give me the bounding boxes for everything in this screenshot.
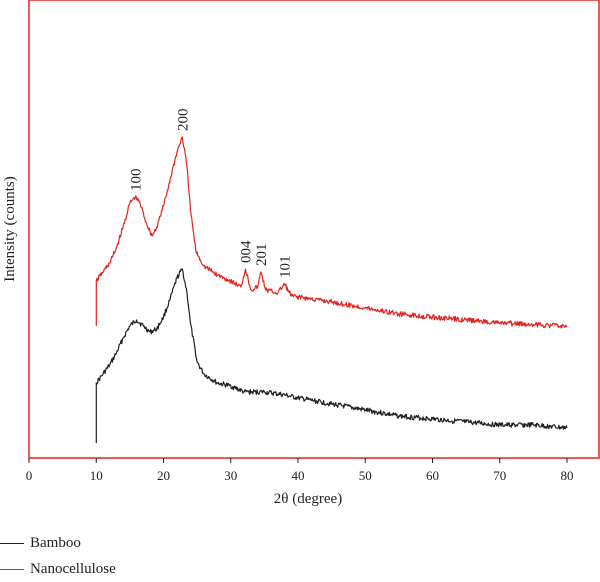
x-axis-label: 2θ (degree): [274, 491, 342, 507]
y-axis-label: Intensity (counts): [2, 176, 18, 281]
x-tick-label: 20: [157, 468, 170, 483]
series-line-nanocellulose: [95, 136, 568, 329]
x-axis: 0 10 20 30 40 50 60 70 80: [26, 458, 574, 483]
peak-label: 100: [128, 169, 144, 192]
legend-item: Nanocellulose: [0, 556, 116, 582]
x-tick-label: 40: [292, 468, 305, 483]
legend-item: Bamboo: [0, 530, 116, 556]
peak-label: 201: [254, 244, 270, 267]
x-tick-label: 70: [493, 468, 506, 483]
x-tick-label: 80: [561, 468, 574, 483]
peak-label: 200: [175, 109, 191, 132]
x-tick-label: 10: [90, 468, 103, 483]
series-layer: [95, 136, 568, 443]
x-tick-label: 30: [224, 468, 237, 483]
legend-swatch: [0, 542, 24, 544]
x-tick-label: 50: [359, 468, 372, 483]
series-line-bamboo: [95, 268, 568, 443]
legend: Bamboo Nanocellulose: [0, 530, 116, 582]
legend-label: Bamboo: [30, 534, 81, 551]
peak-label: 004: [239, 240, 255, 263]
x-tick-label: 0: [26, 468, 33, 483]
xrd-chart: 0 10 20 30 40 50 60 70 80 100 200 004 201 101 2θ (de…: [2, 0, 600, 507]
legend-swatch: [0, 568, 24, 570]
legend-label: Nanocellulose: [30, 560, 116, 577]
peak-label: 101: [278, 256, 294, 279]
x-tick-label: 60: [426, 468, 439, 483]
peak-annotations: 100 200 004 201 101: [128, 109, 293, 279]
plot-frame: [28, 0, 600, 459]
